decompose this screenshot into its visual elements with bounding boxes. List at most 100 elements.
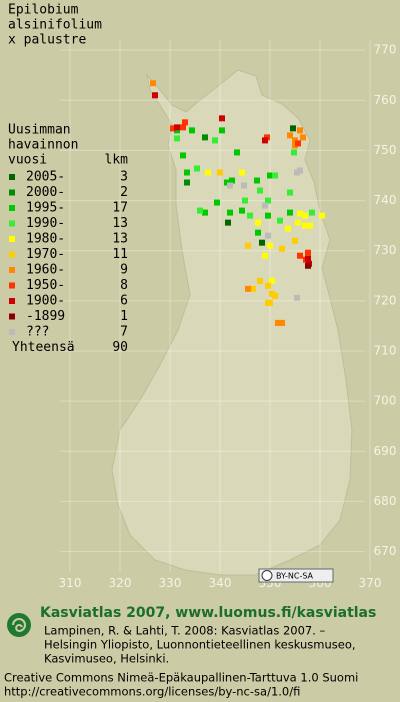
legend-count: 1 (120, 309, 128, 324)
observation (292, 237, 298, 244)
cc-box (258, 568, 334, 583)
observation (219, 127, 225, 134)
observation (194, 165, 200, 172)
legend-label: -1899 (26, 309, 65, 324)
observation (265, 212, 271, 219)
observation (189, 127, 195, 134)
legend-count: 7 (120, 325, 128, 340)
legend-swatch (9, 313, 15, 320)
observation (291, 149, 297, 156)
legend-label: 1995- (26, 201, 65, 216)
observation (150, 80, 156, 87)
observation (170, 125, 176, 132)
east-label: 370 (359, 576, 382, 590)
finland-outline (111, 69, 353, 576)
observation (262, 202, 268, 209)
observation (182, 119, 188, 126)
observation (245, 285, 251, 292)
observation (285, 225, 291, 232)
legend-swatch (9, 251, 15, 258)
observation (227, 209, 233, 216)
observation (264, 134, 270, 141)
north-label: 680 (374, 494, 397, 508)
east-label: 330 (159, 576, 182, 590)
observation (242, 197, 248, 204)
observation (267, 299, 273, 306)
observation (255, 229, 261, 236)
cc-icon (261, 570, 273, 581)
observation (302, 212, 308, 219)
legend-label: 1900- (26, 294, 65, 309)
east-label: 320 (109, 576, 132, 590)
legend-label: 1960- (26, 263, 65, 278)
observation (297, 167, 303, 174)
logo (7, 613, 31, 637)
observation (272, 292, 278, 299)
observation (245, 242, 251, 249)
observation (247, 212, 253, 219)
north-label: 750 (374, 143, 397, 157)
observation (217, 169, 223, 176)
observations (150, 80, 325, 326)
observation (214, 199, 220, 206)
legend-swatch (9, 329, 15, 335)
observation (307, 222, 313, 229)
observation (279, 319, 285, 326)
observation (305, 255, 311, 262)
observation (295, 219, 301, 226)
observation (267, 242, 273, 249)
observation (302, 222, 308, 229)
observation (294, 294, 300, 301)
observation (259, 239, 265, 246)
observation (292, 137, 298, 144)
observation (277, 217, 283, 224)
cc-badge: BY-NC-SA (258, 568, 334, 583)
observation (287, 189, 293, 196)
observation (225, 219, 231, 226)
observation (265, 232, 271, 239)
observation (262, 137, 268, 144)
north-label: 730 (374, 243, 397, 257)
footer-heading: Kasviatlas 2007, www.luomus.fi/kasviatla… (40, 605, 376, 621)
observation (205, 169, 211, 176)
observation (241, 182, 247, 189)
observation (265, 282, 271, 289)
observation (212, 137, 218, 144)
legend-count: 2 (120, 185, 128, 200)
observation (269, 277, 275, 284)
citation: Helsingin Yliopisto, Luonnontieteellinen… (44, 638, 356, 652)
observation (202, 134, 208, 141)
observation (305, 262, 311, 269)
license-url: http://creativecommons.org/licenses/by-n… (4, 685, 300, 699)
logo-swirl (12, 618, 26, 633)
observation (300, 134, 306, 141)
legend-label: 1990- (26, 216, 65, 231)
observation (202, 209, 208, 216)
legend-swatch (9, 298, 15, 304)
total: 90 (112, 340, 128, 355)
observation (224, 179, 230, 186)
legend-count: 13 (112, 216, 128, 231)
title: Epilobium (8, 3, 79, 18)
title: alsinifolium (8, 18, 102, 33)
legend-count: 3 (120, 170, 128, 185)
north-label: 720 (374, 293, 397, 307)
observation (174, 127, 180, 134)
legend-swatch (9, 236, 15, 242)
observation (287, 209, 293, 216)
observation (305, 249, 311, 256)
observation (262, 252, 268, 259)
legend-swatch (9, 282, 15, 289)
observation (197, 207, 203, 214)
observation (257, 187, 263, 194)
citation: Kasvimuseo, Helsinki. (44, 652, 169, 666)
legend-header: vuosi (8, 153, 47, 168)
observation (180, 124, 186, 131)
legend-header: havainnon (8, 138, 78, 153)
legend-label: 1970- (26, 247, 65, 262)
observation (297, 252, 303, 259)
north-label: 770 (374, 43, 397, 57)
